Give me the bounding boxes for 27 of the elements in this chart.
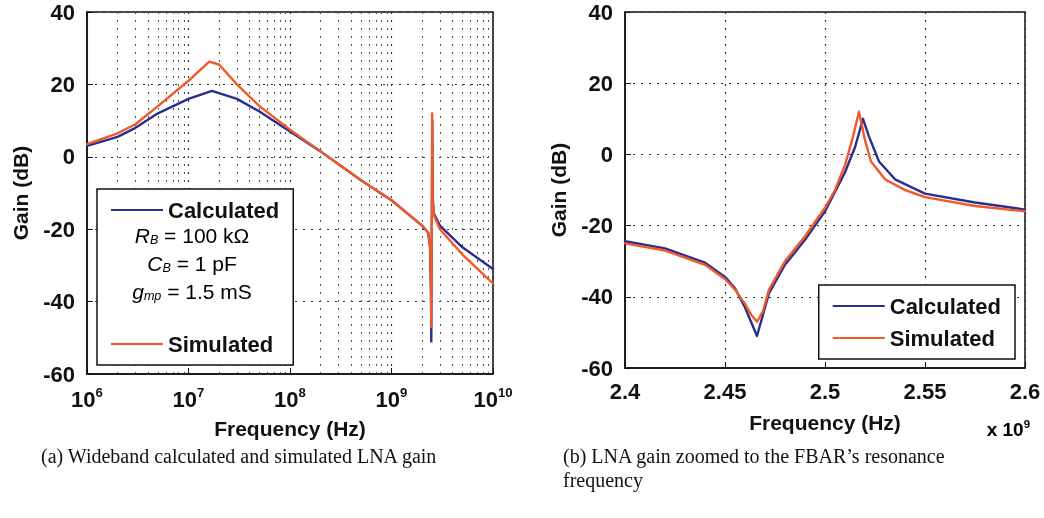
y-tick-label: -40 [581, 284, 613, 310]
y-tick-label: 20 [50, 71, 75, 97]
legend-label: Simulated [889, 325, 995, 351]
x-tick-label: 2.45 [703, 378, 747, 404]
y-tick-label: -60 [43, 361, 75, 387]
y-tick-label: 0 [62, 144, 75, 170]
text: (b) LNA gain zoomed to the FBAR’s resonance frequency [563, 445, 950, 492]
x-tick-label: 2.55 [903, 378, 947, 404]
x-axis-title: Frequency (Hz) [214, 417, 366, 440]
legend-label: Simulated [168, 331, 274, 357]
text: (a) Wideband calculated and simulated LNA gain [41, 445, 437, 468]
x-axis-title: Frequency (Hz) [749, 411, 901, 434]
x-tick-label: 2.4 [609, 378, 642, 404]
y-tick-label: -20 [43, 216, 75, 242]
y-tick-label: -40 [43, 289, 75, 315]
y-tick-label: 40 [588, 0, 613, 25]
y-axis-title: Gain (dB) [547, 142, 570, 238]
x-tick-label: 2.6 [1009, 378, 1041, 404]
y-tick-label: 40 [50, 0, 75, 25]
y-tick-label: 20 [588, 70, 613, 96]
y-tick-label: -20 [581, 213, 613, 239]
legend-label: Calculated [168, 197, 280, 223]
x-tick-label: 2.5 [809, 378, 841, 404]
legend-label: Calculated [889, 293, 1002, 319]
y-tick-label: 0 [600, 141, 613, 167]
y-tick-label: -60 [581, 355, 613, 381]
y-axis-title: Gain (dB) [9, 145, 32, 241]
